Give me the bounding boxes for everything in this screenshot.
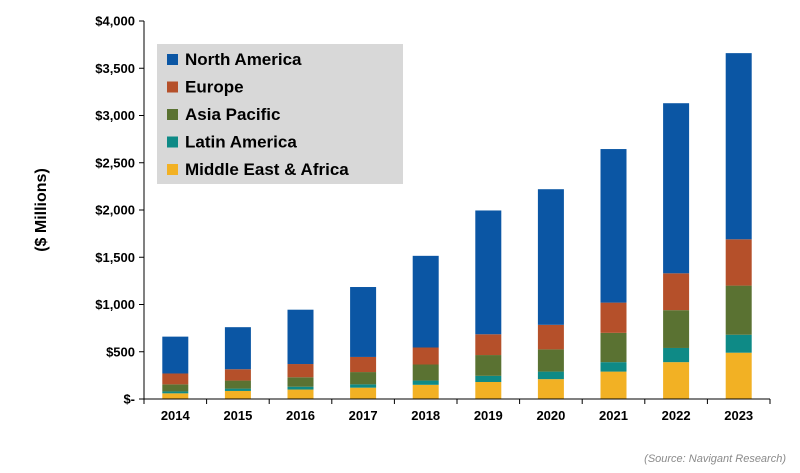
y-axis-ticks: $- $500 $1,000 $1,500 $2,000 $2,500 $3,000 $3,5… [95, 14, 144, 407]
x-tick-label: 2018 [411, 408, 440, 423]
x-tick-label: 2014 [161, 408, 191, 423]
x-tick-label: 2019 [474, 408, 503, 423]
x-tick-label: 2021 [599, 408, 628, 423]
bar-segment [600, 149, 627, 303]
y-tick-label: $1,500 [95, 250, 135, 265]
bar-segment [350, 387, 377, 399]
x-tick-label: 2022 [662, 408, 691, 423]
legend-swatch [167, 54, 178, 65]
bar-segment [537, 349, 564, 372]
legend: North America Europe Asia Pacific Latin Ame… [157, 44, 403, 184]
bar-segment [350, 356, 377, 373]
x-tick-label: 2020 [536, 408, 565, 423]
bar-segment [600, 371, 627, 399]
y-tick-label: $1,000 [95, 297, 135, 312]
x-axis-ticks: 2014 2015 2016 2017 2018 2019 2020 2021 2022 2023 [143, 399, 771, 423]
y-tick-label: $3,000 [95, 108, 135, 123]
legend-label: Europe [185, 78, 244, 97]
bar-segment [224, 388, 251, 391]
bar-segment [287, 386, 314, 390]
legend-swatch [167, 164, 178, 175]
y-axis-label: ($ Millions) [33, 168, 50, 252]
legend-swatch [167, 81, 178, 93]
bar-segment [663, 347, 690, 363]
legend-background [157, 44, 403, 184]
bar-segment [412, 347, 439, 365]
legend-label: Asia Pacific [185, 105, 280, 124]
bar-segment [725, 53, 752, 240]
x-tick-label: 2015 [223, 408, 252, 423]
bar-segment [600, 332, 627, 363]
bar-segment [224, 369, 251, 381]
bar-segment [287, 364, 314, 378]
bar-segment [600, 362, 627, 372]
bar-segment [663, 103, 690, 274]
bar-segment [537, 189, 564, 325]
bar-segment [725, 239, 752, 286]
bar-segment [537, 324, 564, 350]
y-tick-label: $500 [106, 344, 135, 359]
bar-segment [475, 381, 502, 399]
x-tick-label: 2016 [286, 408, 315, 423]
bar-segment [224, 380, 251, 389]
bar-segment [350, 384, 377, 388]
bar-segment [162, 391, 189, 394]
bar-segment [537, 371, 564, 380]
bar-segment [537, 379, 564, 399]
y-axis-label-group: ($ Millions) [33, 168, 50, 252]
y-tick-label: $3,500 [95, 61, 135, 76]
bar-segment [412, 255, 439, 348]
bar-segment [350, 372, 377, 385]
bar-segment [725, 352, 752, 399]
y-tick-label: $4,000 [95, 14, 135, 29]
bar-segment [475, 210, 502, 335]
bar-segment [663, 273, 690, 311]
bar-segment [412, 364, 439, 381]
y-tick-label: $2,000 [95, 203, 135, 218]
bar-segment [162, 336, 189, 374]
source-note: (Source: Navigant Research) [644, 453, 786, 465]
bar-segment [663, 310, 690, 348]
y-tick-label: $2,500 [95, 155, 135, 170]
bar-segment [663, 362, 690, 399]
y-tick-label: $- [123, 392, 135, 407]
legend-swatch [167, 109, 178, 120]
bar-segment [350, 287, 377, 357]
legend-label: North America [185, 50, 302, 69]
bar-segment [224, 327, 251, 370]
bar-segment [162, 393, 189, 399]
legend-label: Latin America [185, 133, 297, 152]
bar-segment [162, 373, 189, 385]
bar-segment [287, 389, 314, 399]
bar-segment [475, 375, 502, 382]
bars [162, 53, 752, 399]
bar-segment [600, 302, 627, 333]
bar-segment [475, 355, 502, 376]
x-tick-label: 2023 [724, 408, 753, 423]
bar-segment [475, 334, 502, 356]
legend-label: Middle East & Africa [185, 160, 349, 179]
legend-swatch [167, 136, 178, 148]
bar-segment [725, 334, 752, 353]
bar-segment [287, 377, 314, 387]
bar-segment [725, 285, 752, 335]
bar-segment [224, 390, 251, 399]
x-tick-label: 2017 [349, 408, 378, 423]
bar-segment [412, 384, 439, 399]
bar-segment [162, 384, 189, 392]
bar-segment [287, 309, 314, 365]
bar-segment [412, 380, 439, 385]
